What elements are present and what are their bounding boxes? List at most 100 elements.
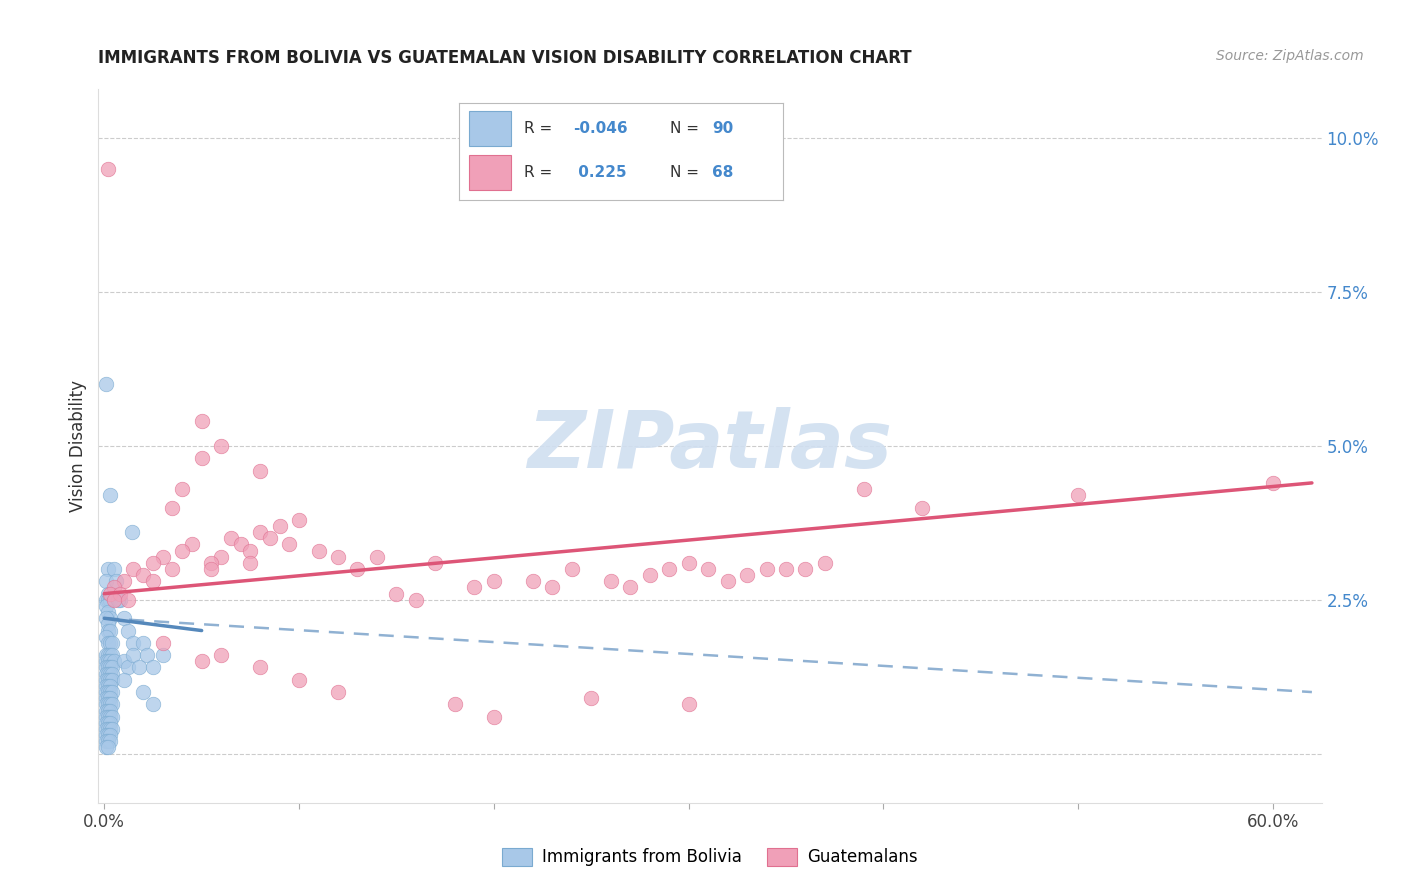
Point: [117, 624, 139, 638]
Point: [239, 556, 262, 570]
Point: [122, 562, 145, 576]
Point: [101, 636, 124, 650]
Point: [97, 162, 120, 177]
Point: [172, 482, 194, 496]
Point: [97, 679, 120, 693]
Point: [180, 537, 202, 551]
Point: [98, 679, 121, 693]
Point: [599, 574, 621, 589]
Point: [97, 624, 120, 638]
Point: [97, 722, 120, 736]
Point: [425, 556, 447, 570]
Point: [101, 698, 124, 712]
Point: [97, 698, 120, 712]
Point: [108, 592, 131, 607]
Point: [172, 543, 194, 558]
Point: [911, 500, 934, 515]
Point: [96, 660, 118, 674]
Point: [716, 574, 738, 589]
Point: [96, 715, 118, 730]
Point: [814, 556, 837, 570]
Point: [678, 556, 700, 570]
Point: [96, 722, 118, 736]
Point: [104, 574, 127, 589]
Point: [162, 500, 184, 515]
Point: [117, 660, 139, 674]
Point: [96, 673, 118, 687]
Point: [97, 654, 120, 668]
Point: [209, 648, 232, 662]
Point: [482, 574, 505, 589]
Point: [326, 549, 349, 564]
Point: [96, 574, 118, 589]
Point: [112, 574, 135, 589]
Point: [1067, 488, 1090, 502]
Point: [101, 673, 124, 687]
Point: [97, 592, 120, 607]
Point: [775, 562, 797, 576]
Point: [190, 451, 212, 466]
Text: IMMIGRANTS FROM BOLIVIA VS GUATEMALAN VISION DISABILITY CORRELATION CHART: IMMIGRANTS FROM BOLIVIA VS GUATEMALAN VI…: [98, 49, 912, 67]
Point: [326, 685, 349, 699]
Point: [735, 568, 758, 582]
Point: [112, 654, 135, 668]
Point: [561, 562, 583, 576]
Point: [97, 605, 120, 619]
Point: [229, 537, 252, 551]
Point: [96, 611, 118, 625]
Point: [97, 709, 120, 723]
Point: [101, 660, 124, 674]
Point: [444, 698, 467, 712]
Point: [152, 636, 174, 650]
Point: [162, 562, 184, 576]
Point: [121, 525, 143, 540]
Point: [98, 636, 121, 650]
Y-axis label: Vision Disability: Vision Disability: [69, 380, 87, 512]
Point: [96, 685, 118, 699]
Point: [97, 715, 120, 730]
Point: [103, 562, 125, 576]
Point: [136, 648, 159, 662]
Point: [541, 581, 564, 595]
Point: [97, 666, 120, 681]
Point: [103, 592, 125, 607]
Point: [308, 543, 330, 558]
Point: [96, 734, 118, 748]
Point: [405, 592, 427, 607]
Point: [98, 715, 121, 730]
Point: [97, 587, 120, 601]
Point: [98, 691, 121, 706]
Point: [697, 562, 720, 576]
Point: [101, 722, 124, 736]
Point: [98, 611, 121, 625]
Point: [96, 599, 118, 613]
Point: [96, 648, 118, 662]
Point: [219, 531, 242, 545]
Point: [142, 574, 165, 589]
Point: [249, 464, 271, 478]
Point: [96, 728, 118, 742]
Point: [278, 537, 301, 551]
Point: [98, 587, 121, 601]
Point: [96, 704, 118, 718]
Point: [96, 691, 118, 706]
Point: [97, 691, 120, 706]
Point: [98, 673, 121, 687]
Point: [108, 587, 131, 601]
Point: [209, 549, 232, 564]
Point: [122, 636, 145, 650]
Point: [579, 691, 602, 706]
Point: [200, 562, 222, 576]
Point: [98, 488, 121, 502]
Point: [288, 513, 311, 527]
Point: [239, 543, 262, 558]
Point: [96, 709, 118, 723]
Point: [122, 648, 145, 662]
Point: [97, 562, 120, 576]
Point: [96, 679, 118, 693]
Point: [200, 556, 222, 570]
Point: [97, 740, 120, 755]
Point: [97, 734, 120, 748]
Point: [101, 685, 124, 699]
Point: [98, 648, 121, 662]
